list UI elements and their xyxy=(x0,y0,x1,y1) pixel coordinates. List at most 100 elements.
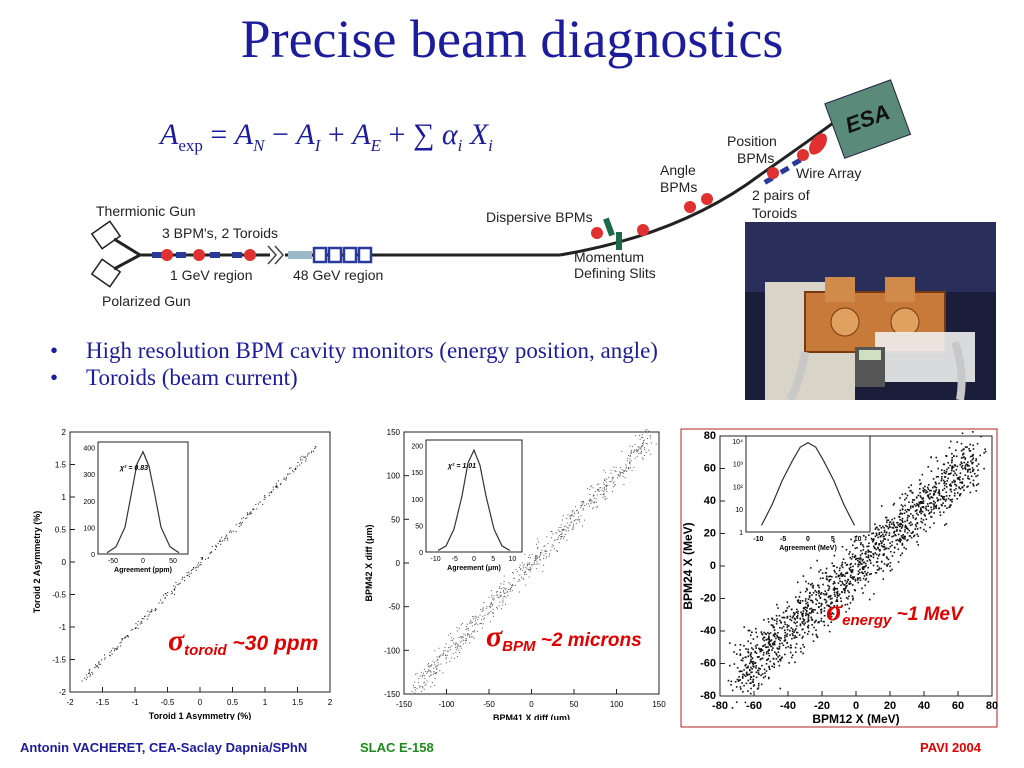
scatter-point xyxy=(893,525,896,527)
scatter-point xyxy=(755,667,757,669)
scatter-point xyxy=(803,619,806,621)
scatter-point xyxy=(493,615,495,617)
scatter-point xyxy=(922,500,925,502)
y-tick-label: 100 xyxy=(387,472,401,481)
scatter-point xyxy=(630,451,632,453)
scatter-point xyxy=(799,599,802,602)
scatter-point xyxy=(911,492,914,494)
scatter-point xyxy=(916,522,919,525)
scatter-point xyxy=(749,678,752,680)
scatter-point xyxy=(807,626,810,629)
scatter-point xyxy=(747,666,749,669)
scatter-point xyxy=(444,654,446,656)
scatter-point xyxy=(534,557,536,559)
scatter-point xyxy=(527,564,529,566)
scatter-point xyxy=(983,452,985,454)
scatter-point xyxy=(175,581,177,583)
scatter-point xyxy=(617,474,619,476)
scatter-point xyxy=(841,563,844,566)
scatter-point xyxy=(445,657,447,659)
scatter-point xyxy=(789,618,791,621)
scatter-point xyxy=(286,476,288,478)
scatter-point xyxy=(109,654,111,656)
scatter-point xyxy=(743,644,745,647)
scatter-point xyxy=(413,684,415,686)
scatter-point xyxy=(430,686,432,688)
scatter-point xyxy=(611,477,613,479)
scatter-point xyxy=(849,551,851,553)
scatter-point xyxy=(768,665,770,668)
scatter-point xyxy=(802,643,804,646)
scatter-point xyxy=(917,513,919,516)
scatter-point xyxy=(794,651,797,653)
scatter-point xyxy=(98,662,100,664)
scatter-point xyxy=(927,484,930,486)
scatter-point xyxy=(642,440,644,442)
scatter-point xyxy=(806,601,809,604)
scatter-point xyxy=(603,483,605,485)
scatter-point xyxy=(925,507,927,510)
scatter-point xyxy=(901,552,904,555)
scatter-point xyxy=(173,585,175,587)
scatter-point xyxy=(836,590,839,593)
scatter-point xyxy=(962,467,964,470)
scatter-point xyxy=(802,575,805,577)
scatter-point xyxy=(844,572,847,575)
scatter-point xyxy=(155,608,157,610)
scatter-point xyxy=(849,556,852,559)
inset-y-tick-label: 10⁴ xyxy=(732,439,743,446)
scatter-point xyxy=(545,550,547,552)
scatter-point xyxy=(767,652,770,655)
scatter-point xyxy=(781,616,784,619)
scatter-point xyxy=(739,643,742,646)
scatter-point xyxy=(874,552,877,554)
y-tick-label: -150 xyxy=(384,690,401,699)
scatter-point xyxy=(877,554,880,557)
scatter-point xyxy=(856,579,859,581)
scatter-point xyxy=(449,646,451,648)
scatter-point xyxy=(928,489,931,492)
scatter-point xyxy=(88,669,90,671)
scatter-point xyxy=(241,518,243,520)
scatter-point xyxy=(535,560,537,562)
scatter-point xyxy=(926,491,929,493)
scatter-point xyxy=(543,557,545,559)
scatter-point xyxy=(863,575,866,577)
scatter-point xyxy=(132,629,134,631)
scatter-point xyxy=(164,593,166,595)
scatter-point xyxy=(936,500,939,502)
scatter-point xyxy=(875,541,878,544)
y-tick-label: -20 xyxy=(700,593,716,605)
scatter-point xyxy=(933,490,935,493)
page-title: Precise beam diagnostics xyxy=(240,9,784,69)
scatter-point xyxy=(481,627,483,629)
scatter-point xyxy=(764,675,767,678)
scatter-point xyxy=(741,675,744,678)
scatter-point xyxy=(445,658,447,660)
scatter-point xyxy=(114,648,116,650)
scatter-point xyxy=(933,522,935,524)
scatter-point xyxy=(811,599,813,602)
scatter-point xyxy=(174,589,176,591)
scatter-point xyxy=(172,592,174,594)
scatter-point xyxy=(771,618,774,621)
scatter-point xyxy=(899,512,902,514)
scatter-point xyxy=(802,610,805,612)
scatter-point xyxy=(867,554,870,557)
scatter-point xyxy=(852,578,855,580)
scatter-point xyxy=(779,687,782,690)
scatter-point xyxy=(764,646,767,649)
scatter-point xyxy=(919,495,922,497)
scatter-point xyxy=(959,481,962,484)
scatter-point xyxy=(416,687,418,689)
scatter-point xyxy=(428,671,430,673)
scatter-point xyxy=(519,564,521,566)
x-tick-label: 0.5 xyxy=(227,698,239,707)
scatter-point xyxy=(589,489,591,491)
scatter-point xyxy=(838,569,841,572)
scatter-point xyxy=(960,449,963,452)
scatter-point xyxy=(969,468,971,471)
scatter-point xyxy=(920,509,923,512)
scatter-point xyxy=(955,474,958,476)
scatter-point xyxy=(858,558,861,560)
